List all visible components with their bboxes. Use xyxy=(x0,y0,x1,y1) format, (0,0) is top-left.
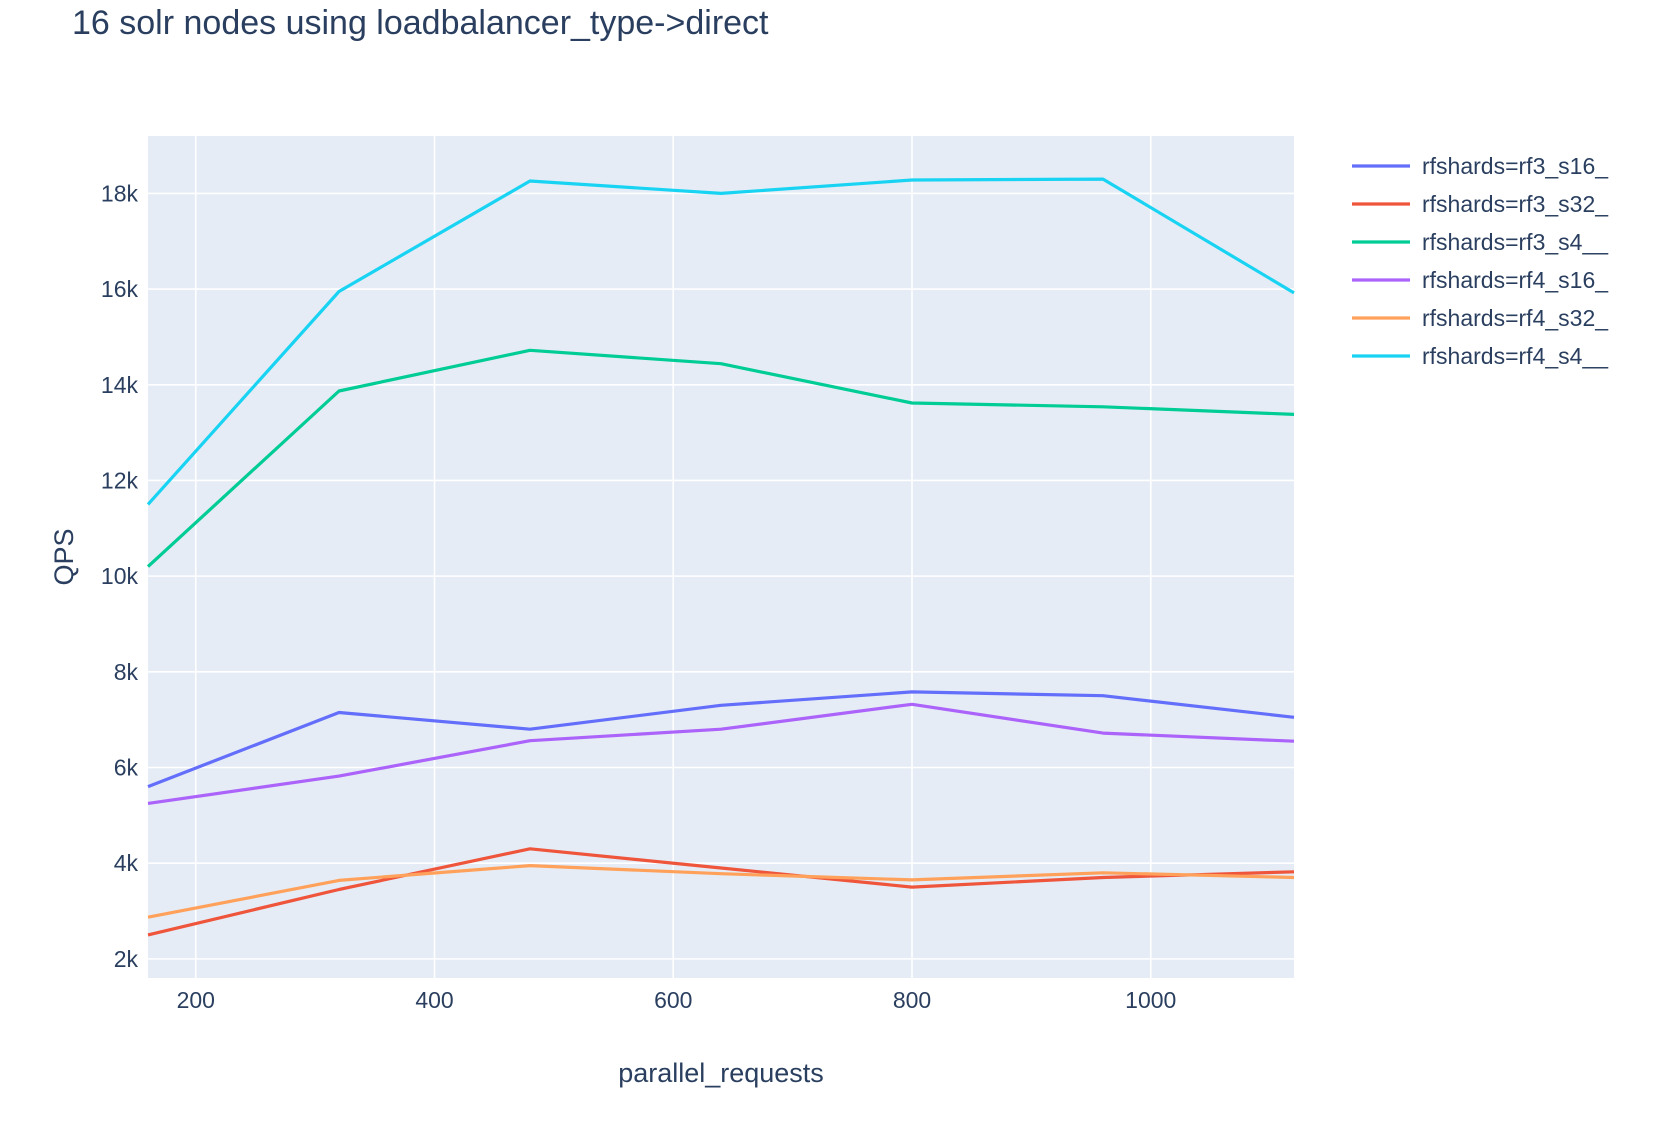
y-tick-label: 18k xyxy=(101,180,139,206)
series-lines xyxy=(146,177,1295,937)
legend-item[interactable]: rfshards=rf3_s32_ xyxy=(1352,191,1609,217)
x-tick-label: 1000 xyxy=(1125,987,1176,1013)
x-tick-label: 200 xyxy=(177,987,215,1013)
legend-label: rfshards=rf3_s4__ xyxy=(1422,229,1609,255)
legend-label: rfshards=rf4_s16_ xyxy=(1422,267,1609,293)
y-tick-label: 12k xyxy=(101,467,139,493)
y-tick-label: 10k xyxy=(101,563,139,589)
y-tick-label: 14k xyxy=(101,372,139,398)
y-tick-label: 2k xyxy=(114,946,139,972)
legend[interactable]: rfshards=rf3_s16_ rfshards=rf3_s32_rfshar… xyxy=(1352,153,1609,369)
series-line xyxy=(147,847,1295,937)
series-line xyxy=(147,863,1295,919)
legend-item[interactable]: rfshards=rf3_s16_ xyxy=(1352,153,1609,179)
x-tick-label: 600 xyxy=(654,987,692,1013)
legend-item[interactable]: rfshards=rf4_s4__ xyxy=(1352,343,1609,369)
legend-label: rfshards=rf3_s16_ xyxy=(1422,153,1609,179)
series-line xyxy=(147,702,1295,805)
x-tick-label: 400 xyxy=(415,987,453,1013)
series-line xyxy=(147,690,1295,789)
y-tick-label: 4k xyxy=(114,850,139,876)
x-axis-title: parallel_requests xyxy=(618,1058,824,1088)
legend-item[interactable]: rfshards=rf3_s4__ xyxy=(1352,229,1609,255)
legend-label: rfshards=rf3_s32_ xyxy=(1422,191,1609,217)
legend-item[interactable]: rfshards=rf4_s16_ xyxy=(1352,267,1609,293)
series-line xyxy=(146,348,1295,568)
legend-label: rfshards=rf4_s4__ xyxy=(1422,343,1609,369)
series-line xyxy=(146,177,1295,506)
chart-title: 16 solr nodes using loadbalancer_type->d… xyxy=(72,4,769,42)
x-tick-labels: 200 400 600 800 1000 xyxy=(177,987,1177,1013)
x-gridlines xyxy=(194,136,1152,978)
y-tick-label: 8k xyxy=(114,659,139,685)
y-tick-labels: 2k 4k 6k 8k 10k 12k 14k 16k 18k xyxy=(101,180,139,971)
legend-item[interactable]: rfshards=rf4_s32_ xyxy=(1352,305,1609,331)
y-axis-title: QPS xyxy=(49,528,79,585)
y-tick-label: 16k xyxy=(101,276,139,302)
y-tick-label: 6k xyxy=(114,755,139,781)
plot-area xyxy=(148,136,1294,978)
x-tick-label: 800 xyxy=(893,987,931,1013)
legend-label: rfshards=rf4_s32_ xyxy=(1422,305,1609,331)
